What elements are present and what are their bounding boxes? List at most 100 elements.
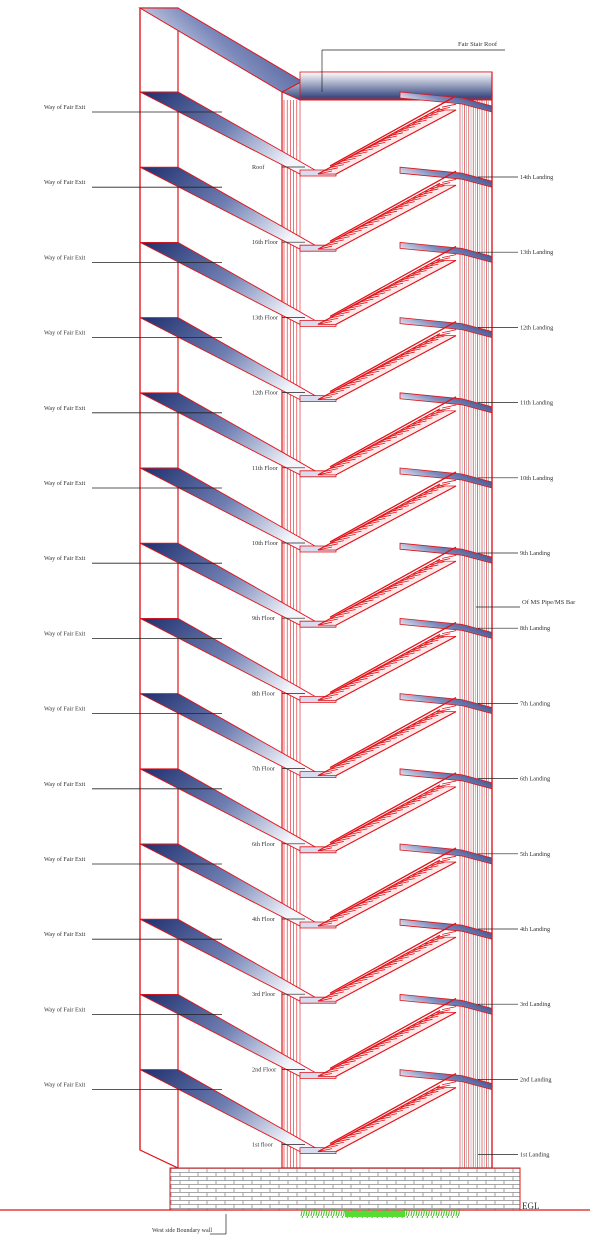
stair-tread bbox=[388, 884, 403, 889]
stair-tread bbox=[394, 956, 409, 961]
stair-tread bbox=[371, 292, 386, 297]
stair-stringer bbox=[317, 333, 441, 401]
stair-tread bbox=[365, 370, 380, 375]
stair-tread bbox=[323, 1069, 338, 1074]
stair-tread bbox=[436, 708, 451, 713]
landing-label: 5th Landing bbox=[520, 851, 550, 858]
stair-tread bbox=[377, 589, 392, 594]
stair-tread bbox=[430, 110, 445, 114]
exit-label: Way of Fair Exit bbox=[44, 179, 86, 186]
stair-flight bbox=[317, 560, 457, 626]
stair-stringer bbox=[335, 109, 457, 175]
stair-tread bbox=[329, 991, 344, 996]
stair-tread bbox=[382, 887, 398, 892]
stair-tread bbox=[442, 329, 457, 334]
stair-tread bbox=[365, 596, 380, 601]
stair-stringer bbox=[335, 184, 457, 250]
stair-stringer bbox=[335, 786, 457, 852]
stair-tread bbox=[406, 1100, 421, 1105]
stair-tread bbox=[353, 1053, 368, 1058]
stair-tread bbox=[418, 417, 433, 422]
stair-tread bbox=[371, 1119, 386, 1124]
stair-tread bbox=[406, 724, 421, 729]
exit-ramp-slab bbox=[139, 693, 324, 777]
stair-tread bbox=[359, 1050, 374, 1055]
stair-tread bbox=[406, 950, 421, 954]
stair-tread bbox=[388, 1110, 403, 1114]
stair-stringer bbox=[335, 936, 457, 1002]
stair-tread bbox=[323, 994, 338, 999]
floor-label: 9th Floor bbox=[252, 615, 275, 622]
stair-tread bbox=[365, 445, 380, 450]
stair-tread bbox=[400, 126, 415, 130]
stair-tread bbox=[394, 1031, 409, 1036]
stair-tread bbox=[329, 765, 344, 770]
stair-tread bbox=[353, 1129, 368, 1133]
stair-tread bbox=[400, 652, 415, 657]
stair-tread bbox=[341, 1060, 356, 1065]
stair-tread bbox=[317, 245, 333, 250]
stair-tread bbox=[418, 266, 433, 271]
stair-tread bbox=[371, 217, 386, 221]
stair-tread bbox=[359, 900, 374, 905]
handrail bbox=[329, 697, 457, 769]
stair-tread bbox=[347, 981, 362, 986]
stair-tread bbox=[353, 903, 368, 908]
stair-tread bbox=[424, 414, 439, 418]
stair-tread bbox=[412, 194, 427, 199]
stair-tread bbox=[400, 502, 415, 506]
stair-tread bbox=[430, 862, 445, 866]
exit-ramp-slab bbox=[139, 467, 324, 551]
stair-tread bbox=[359, 599, 374, 604]
stair-tread bbox=[394, 354, 409, 359]
stair-tread bbox=[371, 969, 386, 973]
stair-flight bbox=[317, 184, 457, 250]
stair-tread bbox=[442, 1006, 457, 1010]
stair-tread bbox=[341, 759, 356, 764]
exit-label: Way of Fair Exit bbox=[44, 555, 86, 562]
stair-tread bbox=[317, 922, 333, 927]
stair-tread bbox=[323, 242, 338, 247]
stair-stringer bbox=[317, 483, 441, 551]
handrail bbox=[329, 546, 457, 618]
stair-tread bbox=[377, 439, 392, 444]
stair-stringer bbox=[335, 711, 457, 777]
top-slab bbox=[138, 7, 322, 93]
stair-tread bbox=[371, 668, 386, 673]
exit-ramp-slab bbox=[139, 993, 324, 1077]
stair-tread bbox=[317, 847, 333, 852]
stair-tread bbox=[359, 1125, 374, 1130]
landing-label: 13th Landing bbox=[520, 249, 553, 256]
stair-tread bbox=[347, 154, 362, 159]
stair-tread bbox=[400, 1103, 415, 1108]
stair-tread bbox=[388, 583, 403, 588]
stair-tread bbox=[329, 841, 344, 845]
stair-tread bbox=[424, 489, 439, 494]
stair-tread bbox=[406, 498, 421, 503]
stair-stringer bbox=[335, 259, 457, 325]
stair-tread bbox=[424, 639, 439, 644]
stair-tread bbox=[329, 465, 344, 469]
stair-tread bbox=[359, 298, 374, 303]
stair-tread bbox=[442, 930, 457, 935]
stair-tread bbox=[388, 207, 403, 212]
stair-flight bbox=[317, 335, 457, 400]
stair-tread bbox=[329, 540, 344, 545]
stair-tread bbox=[418, 567, 433, 572]
stair-tread bbox=[347, 530, 362, 535]
stair-tread bbox=[424, 714, 439, 719]
stair-tread bbox=[436, 1009, 451, 1014]
stair-tread bbox=[371, 743, 386, 748]
stair-tread bbox=[365, 295, 380, 300]
stair-tread bbox=[317, 396, 333, 400]
stair-tread bbox=[341, 985, 356, 989]
stair-tread bbox=[430, 260, 445, 265]
stair-stringer bbox=[317, 1085, 441, 1153]
stair-tread bbox=[329, 615, 344, 620]
floor-label: 2nd Floor bbox=[252, 1066, 276, 1073]
exit-ramp-slab bbox=[139, 542, 324, 626]
stair-tread bbox=[400, 1028, 415, 1033]
stair-tread bbox=[442, 479, 457, 484]
stair-tread bbox=[335, 612, 350, 617]
